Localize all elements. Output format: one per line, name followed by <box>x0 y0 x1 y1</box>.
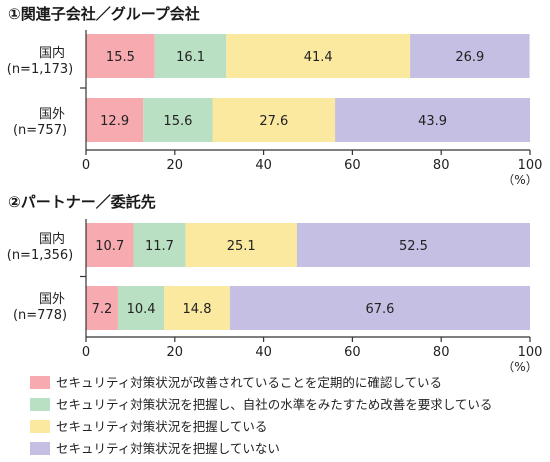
bar-value-label: 12.9 <box>100 114 129 129</box>
bar-value-label: 43.9 <box>418 114 447 129</box>
legend-label-green: セキュリティ対策状況を把握し、自社の水準をみたすため改善を要求している <box>56 397 492 412</box>
bar-value-label: 15.6 <box>163 114 192 129</box>
legend-label-purple: セキュリティ対策状況を把握していない <box>56 441 280 456</box>
chart-1-row-1-label: 国内 <box>39 45 65 61</box>
chart-2-row-2-n: (n=778) <box>13 308 67 323</box>
bar-segment-c2-r1-green <box>133 223 186 267</box>
legend-swatch-yellow <box>30 420 50 433</box>
bar-value-label: 25.1 <box>227 239 256 254</box>
bar-segment-c1-r2-purple <box>335 98 530 142</box>
x-tick-label: 100 <box>518 345 543 360</box>
bar-segment-c2-r1-red <box>86 223 134 267</box>
bar-value-label: 67.6 <box>365 302 394 317</box>
x-tick-label: 40 <box>255 345 272 360</box>
bar-segment-c1-r1-red <box>86 34 155 78</box>
bar-value-label: 52.5 <box>399 239 428 254</box>
bar-segment-c1-r2-yellow <box>212 98 336 142</box>
x-tick-label: 20 <box>167 345 184 360</box>
bar-value-label: 16.1 <box>176 50 205 65</box>
chart-1-row-2-n: (n=757) <box>13 123 67 138</box>
bar-value-label: 15.5 <box>106 50 135 65</box>
x-tick-label: 100 <box>518 158 543 173</box>
legend-swatch-red <box>30 376 50 389</box>
bar-segment-c2-r2-purple <box>229 286 531 330</box>
x-tick-label: 80 <box>433 158 450 173</box>
chart-2-title: ②パートナー／委託先 <box>8 193 156 211</box>
bar-value-label: 27.6 <box>259 114 288 129</box>
bar-value-label: 7.2 <box>92 302 113 317</box>
chart-2-row-2-label: 国外 <box>39 292 65 307</box>
bar-segment-c1-r1-yellow <box>226 34 411 78</box>
bar-value-label: 14.8 <box>183 302 212 317</box>
bar-segment-c2-r2-green <box>117 286 165 330</box>
bar-segment-c2-r2-red <box>86 286 118 330</box>
x-tick-label: 0 <box>82 158 90 173</box>
bar-segment-c1-r1-green <box>154 34 227 78</box>
bar-value-label: 11.7 <box>145 239 174 254</box>
chart-2-row-1-label: 国内 <box>39 231 65 247</box>
bar-value-label: 10.4 <box>127 302 156 317</box>
x-tick-label: 0 <box>82 345 90 360</box>
x-tick-label: 80 <box>433 345 450 360</box>
legend-swatch-green <box>30 398 50 411</box>
x-tick-label: 40 <box>255 158 272 173</box>
bars-layer: 15.5 16.1 41.4 26.9 12.9 15.6 27.6 43.9 0 20 40 60 8… <box>80 30 542 360</box>
legend-label-red: セキュリティ対策状況が改善されていることを定期的に確認している <box>56 375 442 390</box>
legend: セキュリティ対策状況が改善されていることを定期的に確認している セキュリティ対策… <box>30 375 492 456</box>
bar-value-label: 41.4 <box>304 50 333 65</box>
bar-segment-c2-r1-purple <box>296 223 530 267</box>
chart-1-title: ①関連子会社／グループ会社 <box>8 5 200 23</box>
bar-segment-c2-r2-yellow <box>164 286 230 330</box>
bar-segment-c1-r2-green <box>143 98 213 142</box>
chart-1-row-2-label: 国外 <box>39 107 65 122</box>
chart-2-unit-label: （%） <box>502 360 537 374</box>
bar-segment-c2-r1-yellow <box>185 223 297 267</box>
chart-1-row-1-n: (n=1,173) <box>7 62 74 77</box>
x-tick-label: 60 <box>344 158 361 173</box>
x-tick-label: 60 <box>344 345 361 360</box>
x-tick-label: 20 <box>167 158 184 173</box>
chart-2-row-1-n: (n=1,356) <box>7 248 74 263</box>
bar-value-label: 26.9 <box>455 50 484 65</box>
legend-swatch-purple <box>30 442 50 455</box>
bar-segment-c1-r2-red <box>86 98 144 142</box>
chart-1-unit-label: （%） <box>502 173 537 187</box>
bar-value-label: 10.7 <box>95 239 124 254</box>
legend-label-yellow: セキュリティ対策状況を把握している <box>56 419 267 434</box>
bar-segment-c1-r1-purple <box>410 34 530 78</box>
